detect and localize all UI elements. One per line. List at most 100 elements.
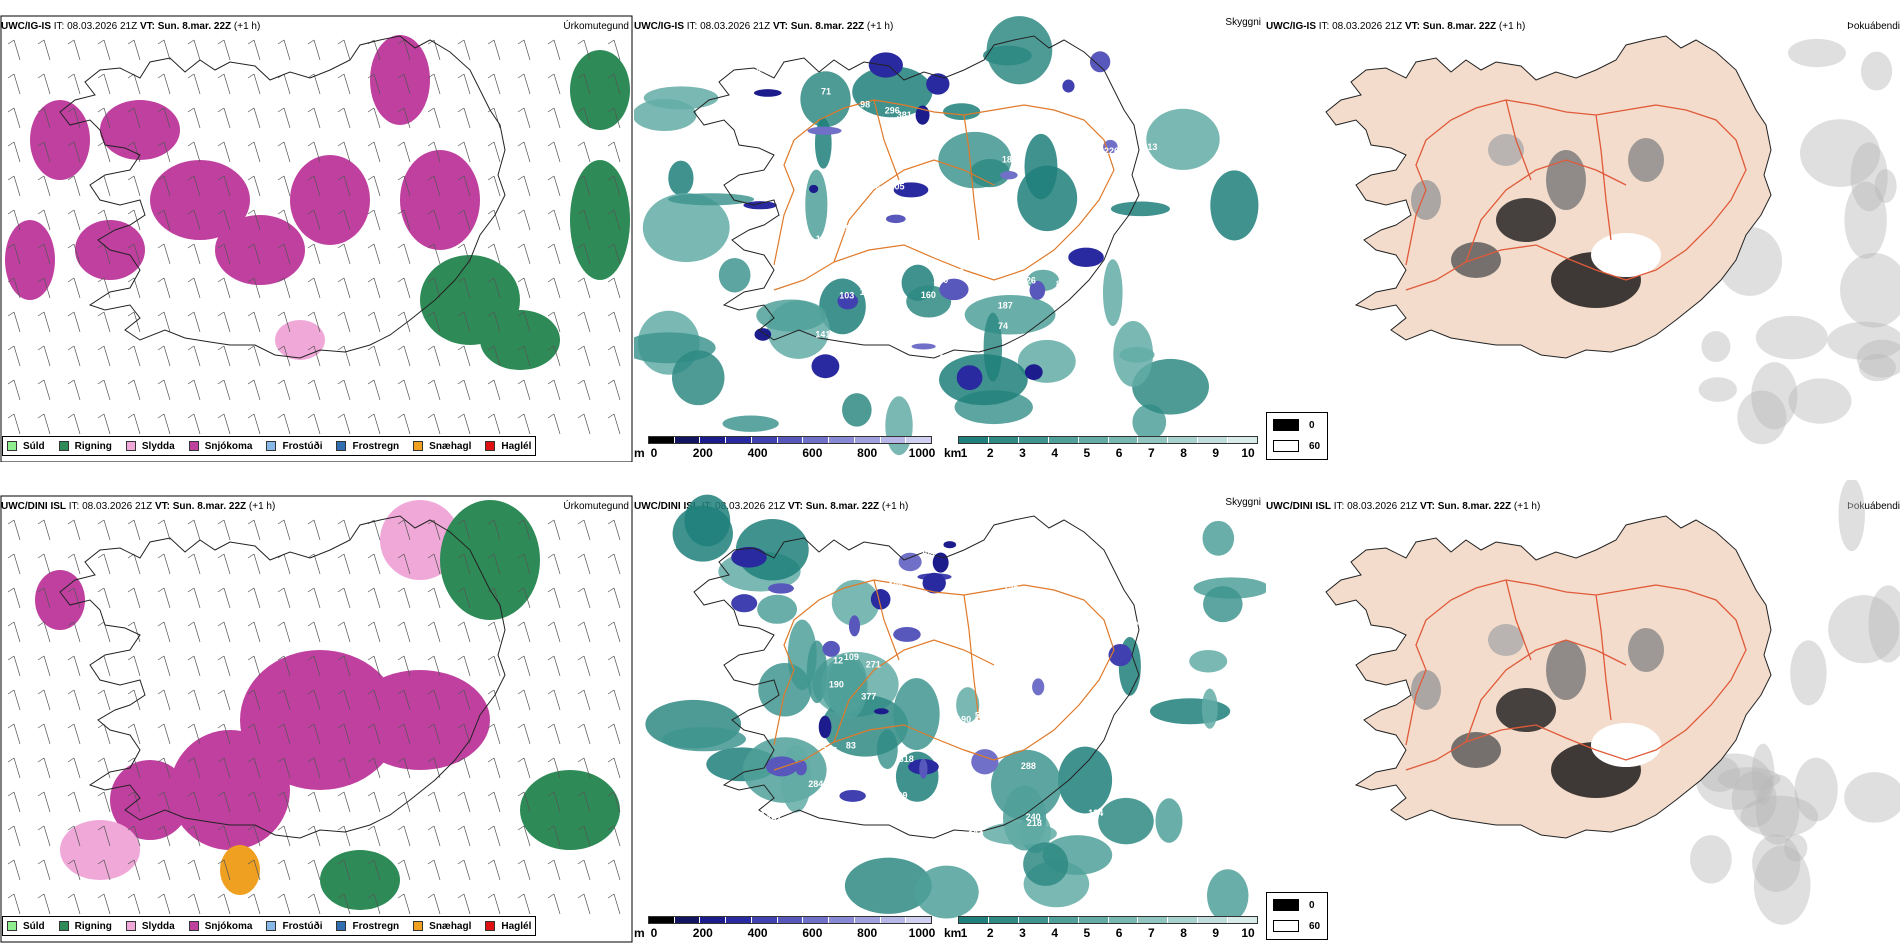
colorbar-bin <box>1078 917 1109 923</box>
wind-barb <box>607 243 621 265</box>
it-value: 08.03.2026 21Z <box>1347 501 1418 512</box>
wind-barb <box>457 859 471 881</box>
wind-barb <box>517 345 531 367</box>
fog-dense-area <box>1496 688 1556 732</box>
wind-barb <box>37 825 51 847</box>
precip-area <box>275 320 325 360</box>
wind-barb <box>127 621 141 643</box>
wind-barb <box>37 655 51 677</box>
wind-barb <box>37 553 51 575</box>
wind-barb <box>7 519 21 541</box>
wind-barb <box>487 379 501 401</box>
wind-barb <box>277 587 291 609</box>
ceiling-area <box>911 343 936 350</box>
wind-barb <box>487 39 501 61</box>
fog-dense-area <box>1488 134 1524 166</box>
wind-barb <box>577 791 591 813</box>
model-name: UWC/IG-IS <box>1 21 51 32</box>
wind-barb <box>217 723 231 745</box>
wind-barb <box>247 859 261 881</box>
legend-item: Haglél <box>485 441 531 452</box>
wind-barb <box>367 553 381 575</box>
wind-barb <box>457 757 471 779</box>
height-colorbar: m 0 200 400 600 800 1000 <box>634 916 935 942</box>
wind-barb <box>187 243 201 265</box>
wind-barb <box>187 825 201 847</box>
wind-barb <box>277 243 291 265</box>
wind-barb <box>247 107 261 129</box>
visibility-area <box>821 657 867 715</box>
wind-barb <box>397 311 411 333</box>
wind-barb <box>187 311 201 333</box>
visibility-area <box>969 159 1010 188</box>
wind-barb <box>217 175 231 197</box>
wind-barb <box>457 39 471 61</box>
colorbar-bin <box>649 917 675 923</box>
wind-barb <box>7 209 21 231</box>
wind-barb <box>337 243 351 265</box>
wind-barb <box>487 277 501 299</box>
wind-barb <box>247 791 261 813</box>
colorbar-bin <box>988 437 1019 443</box>
wind-barb <box>367 791 381 813</box>
legend-item: Snjókoma <box>188 441 252 452</box>
wind-barb <box>577 379 591 401</box>
visibility-colorbar: km 1 2 3 4 5 6 7 8 9 10 <box>944 916 1260 942</box>
colorbar-bin <box>1168 437 1199 443</box>
colorbar-tick: 800 <box>857 446 878 460</box>
wind-barb <box>367 723 381 745</box>
legend-swatch <box>188 441 199 451</box>
wind-barb <box>307 277 321 299</box>
wind-barb <box>97 39 111 61</box>
ceiling-label: 28 <box>745 234 755 244</box>
lead-time: (+1 h) <box>233 21 261 32</box>
wind-barb <box>277 621 291 643</box>
wind-barb <box>127 791 141 813</box>
wind-barb <box>247 757 261 779</box>
wind-barb <box>157 825 171 847</box>
visibility-area <box>1058 746 1113 814</box>
wind-barb <box>67 893 81 915</box>
wind-barb <box>277 311 291 333</box>
wind-barb <box>277 73 291 95</box>
ceiling-area <box>765 756 798 777</box>
wind-barb <box>97 723 111 745</box>
ceiling-label: 919 <box>1080 730 1095 740</box>
fog-dense-area <box>1411 180 1441 220</box>
colorbar-tick: 200 <box>692 926 713 940</box>
wind-barb <box>547 413 561 435</box>
fog-area <box>1696 753 1773 810</box>
precip-area <box>400 150 480 250</box>
wind-barb <box>607 825 621 847</box>
colorbar-tick: 1 <box>960 926 968 940</box>
colorbar-bin <box>1198 437 1229 443</box>
precip-legend: Súld Rigning Slydda Snjókoma Frostúði Frostre… <box>2 436 536 456</box>
visibility-area <box>800 71 851 128</box>
ceiling-area <box>822 640 840 657</box>
ceiling-label: 84 <box>890 196 900 206</box>
ceiling-area <box>1068 247 1104 268</box>
wind-barb <box>547 345 561 367</box>
wind-barb <box>547 519 561 541</box>
wind-barb <box>487 689 501 711</box>
ceiling-label: 160 <box>921 290 936 300</box>
wind-barb <box>157 243 171 265</box>
wind-barb <box>67 243 81 265</box>
wind-barb <box>487 587 501 609</box>
precip-area <box>220 845 260 895</box>
wind-barb <box>517 757 531 779</box>
wind-barb <box>67 825 81 847</box>
wind-barb <box>457 621 471 643</box>
wind-barb <box>307 689 321 711</box>
colorbar-tick: 0 <box>650 446 658 460</box>
wind-barb <box>157 587 171 609</box>
visibility-area <box>1113 321 1154 387</box>
wind-barb <box>457 413 471 435</box>
wind-barb <box>607 175 621 197</box>
fog-dark-areas <box>1411 134 1664 308</box>
wind-barb <box>547 277 561 299</box>
wind-barb <box>577 107 591 129</box>
colorbar-bin <box>1198 917 1229 923</box>
wind-barb <box>337 73 351 95</box>
wind-barb <box>127 413 141 435</box>
